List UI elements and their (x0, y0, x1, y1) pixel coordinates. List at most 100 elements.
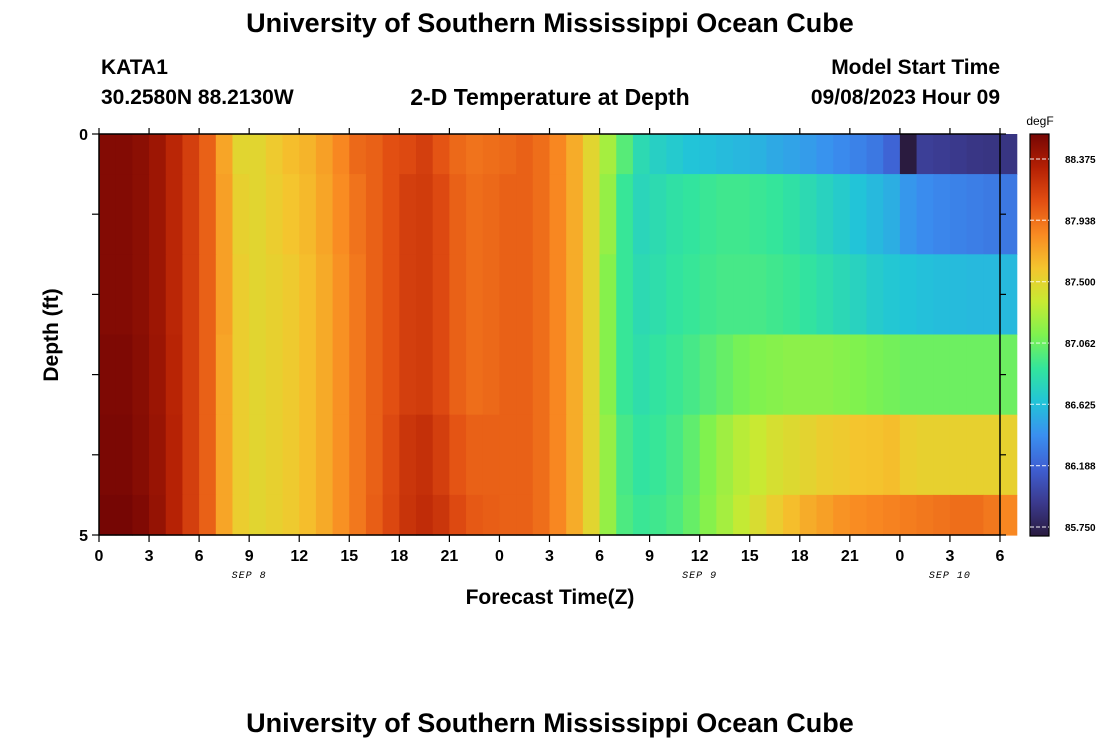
heatmap-cell (666, 134, 684, 175)
heatmap-cell (165, 414, 184, 496)
heatmap-cell (549, 254, 567, 336)
heatmap-cell (165, 334, 184, 416)
heatmap-cell (799, 254, 818, 336)
heatmap-cell (332, 334, 350, 416)
heatmap-cell (566, 254, 584, 336)
heatmap-cell (115, 494, 133, 536)
heatmap-cell (299, 494, 317, 536)
heatmap-cell (132, 334, 150, 416)
heatmap-cell (332, 494, 350, 536)
heatmap-cell (783, 134, 801, 175)
heatmap-cell (783, 174, 801, 255)
heatmap-cell (849, 494, 868, 536)
heatmap-cell (349, 174, 367, 255)
heatmap-cell (816, 414, 834, 496)
heatmap-cell (282, 254, 300, 336)
heatmap-cell (199, 414, 217, 496)
heatmap-cell (766, 494, 784, 536)
heatmap-cell (616, 414, 634, 496)
heatmap-cell (899, 494, 918, 536)
heatmap-cell (132, 174, 150, 255)
heatmap-cell (849, 134, 868, 175)
heatmap-cell (149, 414, 167, 496)
heatmap-cell (499, 414, 517, 496)
colorbar-unit: degF (1026, 114, 1053, 128)
colorbar-tick-label: 87.062 (1065, 339, 1096, 350)
heatmap-cell (482, 494, 501, 536)
heatmap-cell (199, 134, 217, 175)
heatmap-cell (599, 174, 617, 255)
heatmap-cell (566, 174, 584, 255)
heatmap-cell (716, 334, 734, 416)
heatmap-cell (983, 494, 1001, 536)
heatmap-cell (382, 254, 400, 336)
heatmap-cell (232, 134, 250, 175)
heatmap-cell (182, 414, 200, 496)
heatmap-cell (816, 254, 834, 336)
heatmap-cell (666, 414, 684, 496)
heatmap-cell (833, 134, 851, 175)
heatmap-cell (599, 494, 617, 536)
heatmap-cell (115, 174, 133, 255)
heatmap-cell (432, 134, 450, 175)
heatmap-cell (799, 134, 818, 175)
heatmap-cell (232, 414, 250, 496)
heatmap-cell (399, 414, 417, 496)
heatmap-cell (699, 134, 717, 175)
heatmap-cell (983, 174, 1001, 255)
heatmap-cell (165, 134, 184, 175)
heatmap-cell (799, 334, 818, 416)
heatmap-cell (249, 174, 267, 255)
heatmap-cell (849, 414, 868, 496)
heatmap-cell (432, 334, 450, 416)
heatmap-cell (149, 174, 167, 255)
heatmap-cell (566, 134, 584, 175)
heatmap-cell (466, 494, 484, 536)
heatmap-cell (816, 134, 834, 175)
heatmap-cell (349, 334, 367, 416)
x-tick-label: 21 (841, 548, 859, 565)
heatmap-cell (833, 174, 851, 255)
heatmap-cell (516, 414, 534, 496)
heatmap-cell (466, 334, 484, 416)
heatmap-cell (332, 254, 350, 336)
heatmap-cell (482, 134, 501, 175)
heatmap-cell (983, 254, 1001, 336)
heatmap-cell (499, 254, 517, 336)
heatmap-cell (482, 254, 501, 336)
heatmap-cell (749, 134, 768, 175)
heatmap-cell (916, 134, 934, 175)
heatmap-cell (115, 414, 133, 496)
heatmap-cell (883, 334, 901, 416)
heatmap-cell (249, 134, 267, 175)
heatmap-cell (232, 494, 250, 536)
heatmap-cell (616, 134, 634, 175)
heatmap-cell (149, 334, 167, 416)
heatmap-cell (666, 254, 684, 336)
heatmap-cell (866, 134, 884, 175)
heatmap-cell (182, 174, 200, 255)
heatmap-cell (733, 174, 751, 255)
heatmap-cell (416, 174, 434, 255)
heatmap-cell (99, 134, 117, 175)
x-tick-label: 12 (691, 548, 709, 565)
heatmap-cell (833, 494, 851, 536)
date-label: SEP 9 (682, 571, 717, 582)
x-tick-label: 9 (645, 548, 654, 565)
heatmap-cell (265, 174, 284, 255)
heatmap-cell (365, 334, 384, 416)
heatmap-cell (582, 414, 601, 496)
heatmap-cell (382, 414, 400, 496)
heatmap-cell (165, 174, 184, 255)
heatmap-cell (816, 174, 834, 255)
heatmap-cell (365, 174, 384, 255)
heatmap-cell (432, 414, 450, 496)
y-tick-label: 0 (79, 127, 88, 144)
x-tick-label: 6 (595, 548, 604, 565)
heatmap-cells (99, 134, 1018, 536)
date-label: SEP 10 (929, 571, 971, 582)
heatmap-cell (966, 174, 984, 255)
heatmap-cell (416, 494, 434, 536)
x-tick-label: 0 (495, 548, 504, 565)
